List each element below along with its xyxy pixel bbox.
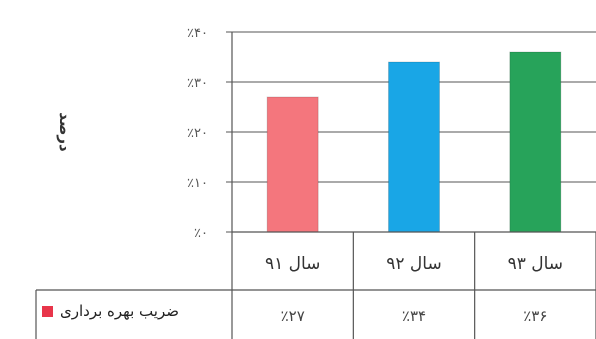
data-table-value: ٪۳۶ (523, 307, 547, 325)
y-tick-label: ٪۳۰ (187, 76, 208, 91)
x-tick-label: سال ۹۱ (265, 254, 320, 274)
data-table: سال ۹۱ ٪۲۷ سال ۹۲ ٪۳۴ سال ۹۳ ٪۳۶ ضریب بهره برد… (35, 231, 596, 339)
x-tick-label: سال ۹۲ (386, 254, 441, 274)
y-tick-label: ٪۲۰ (187, 126, 208, 141)
y-tick-layer: ٪۰ ٪۱۰ ٪۲۰ ٪۳۰ ٪۴۰ (187, 26, 232, 241)
y-axis-title: درصد (56, 112, 74, 152)
x-tick-label: سال ۹۳ (508, 254, 563, 274)
bar (388, 61, 440, 233)
y-tick-label: ٪۱۰ (187, 176, 208, 191)
bar-layer (266, 51, 562, 233)
bar (266, 96, 319, 233)
legend-label: ضریب بهره برداری (60, 302, 179, 320)
data-table-value: ٪۲۷ (281, 307, 305, 325)
y-tick-label: ٪۴۰ (187, 26, 208, 41)
y-tick-label: ٪۰ (194, 226, 208, 241)
data-table-value: ٪۳۴ (402, 307, 426, 325)
bar (509, 51, 562, 233)
legend-swatch (42, 306, 53, 317)
